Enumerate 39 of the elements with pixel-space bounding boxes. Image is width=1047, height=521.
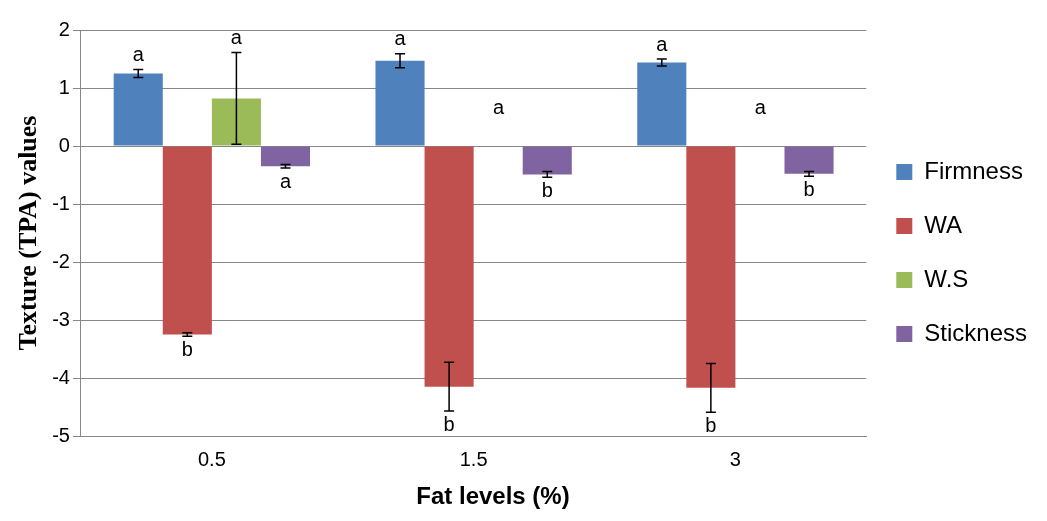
bar	[424, 146, 474, 387]
bar	[784, 146, 834, 174]
bar	[162, 146, 212, 335]
bar	[113, 73, 163, 146]
y-tick-label: -1	[52, 191, 70, 214]
legend-label: WA	[924, 210, 963, 238]
y-tick-label: -2	[52, 249, 70, 272]
x-axis-title: Fat levels (%)	[415, 482, 571, 510]
y-tick-label: -3	[52, 307, 70, 330]
data-label: a	[394, 27, 407, 50]
data-label: a	[230, 26, 243, 49]
annotation: a	[493, 95, 506, 118]
x-tick-label: 0.5	[197, 447, 226, 470]
data-label: a	[656, 32, 669, 55]
y-tick-label: 0	[58, 133, 70, 156]
bar	[522, 146, 572, 175]
bar	[211, 98, 261, 146]
bar	[637, 62, 687, 146]
annotation: a	[754, 95, 767, 118]
y-tick-label: 2	[58, 17, 70, 40]
data-label: b	[541, 178, 553, 201]
bar	[686, 146, 736, 388]
y-axis-title: Texture (TPA) values	[13, 115, 43, 351]
data-label: b	[803, 177, 815, 200]
bar	[375, 60, 425, 146]
legend-label: Stickness	[924, 318, 1027, 346]
data-label: a	[132, 42, 145, 65]
y-tick-label: -5	[52, 423, 70, 446]
legend-label: W.S	[924, 264, 969, 292]
data-label: b	[705, 413, 717, 436]
data-label: b	[181, 337, 193, 360]
data-label: b	[443, 412, 455, 435]
x-tick-label: 3	[729, 447, 741, 470]
y-tick-label: -4	[52, 365, 70, 388]
x-tick-label: 1.5	[459, 447, 488, 470]
legend-label: Firmness	[924, 156, 1023, 184]
data-label: a	[279, 169, 292, 192]
bar	[260, 146, 311, 167]
y-tick-label: 1	[58, 75, 70, 98]
